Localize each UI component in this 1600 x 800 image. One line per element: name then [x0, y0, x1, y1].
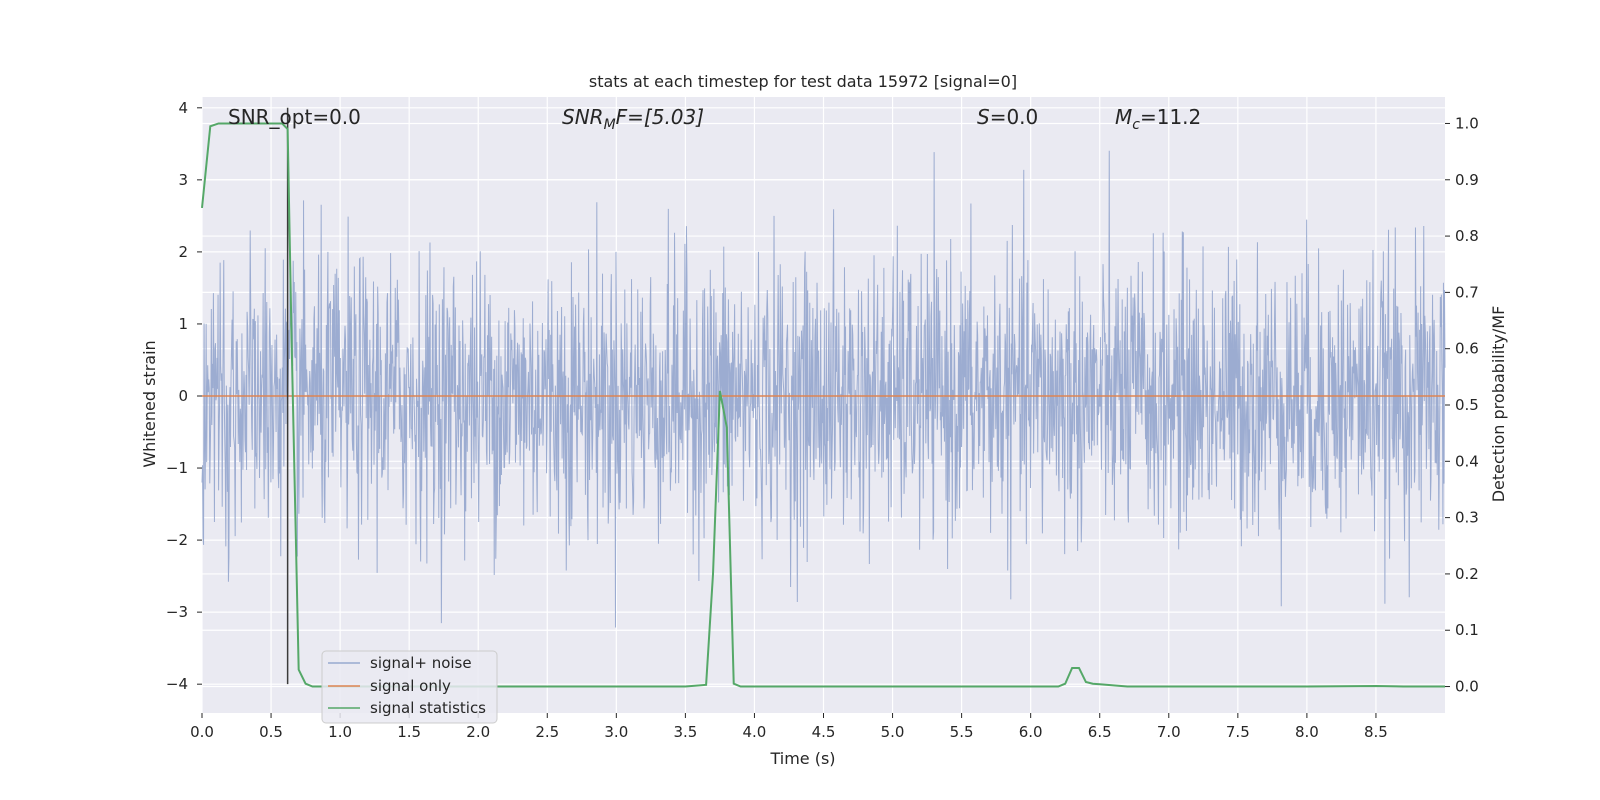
series-signal-noise-line — [201, 150, 1446, 628]
yr-tick-label-4: 0.6 — [1455, 340, 1479, 358]
annotation-mc-sub: c — [1132, 117, 1140, 133]
signal-statistics-group — [201, 122, 1446, 688]
legend-label-signal-noise: signal+ noise — [370, 654, 472, 672]
noise-trace-group — [201, 150, 1446, 628]
x-tick-label-9: 4.5 — [812, 723, 836, 741]
annotation-snr-opt: SNR_opt=0.0 — [228, 105, 361, 129]
annotation-snr-mf-sub: M — [604, 117, 616, 133]
yl-tick-label-7: −3 — [166, 603, 188, 621]
yl-tick-label-2: 2 — [178, 243, 188, 261]
chart-title: stats at each timestep for test data 159… — [589, 72, 1017, 91]
x-tick-label-2: 1.0 — [328, 723, 352, 741]
annotation-mc: Mc=11.2 — [1115, 105, 1201, 133]
x-tick-label-6: 3.0 — [604, 723, 628, 741]
x-axis-label: Time (s) — [769, 749, 835, 768]
yl-tick-label-5: −1 — [166, 459, 188, 477]
yl-tick-label-6: −2 — [166, 531, 188, 549]
yr-tick-label-3: 0.7 — [1455, 283, 1479, 301]
x-tick-label-13: 6.5 — [1088, 723, 1112, 741]
yr-tick-label-8: 0.2 — [1455, 565, 1479, 583]
x-tick-label-1: 0.5 — [259, 723, 283, 741]
x-tick-label-12: 6.0 — [1019, 723, 1043, 741]
yr-tick-label-6: 0.4 — [1455, 452, 1479, 470]
y-right-axis-label: Detection probability/MF — [1489, 306, 1508, 503]
annotation-snr-mf-main: SNR — [562, 105, 604, 129]
yl-tick-label-1: 3 — [178, 171, 188, 189]
x-axis-ticks: 0.0 0.5 1.0 1.5 2.0 2.5 3.0 3.5 4.0 4.5 5.0 5.5 6.0 6… — [190, 713, 1388, 741]
yr-tick-label-9: 0.1 — [1455, 621, 1479, 639]
x-tick-label-3: 1.5 — [397, 723, 421, 741]
annotation-s: S=0.0 — [977, 105, 1038, 129]
legend-frame — [321, 650, 498, 724]
yr-tick-label-10: 0.0 — [1455, 678, 1479, 696]
x-tick-label-16: 8.0 — [1295, 723, 1319, 741]
legend-label-signal-only: signal only — [370, 677, 451, 695]
x-tick-label-17: 8.5 — [1364, 723, 1388, 741]
x-tick-label-14: 7.0 — [1157, 723, 1181, 741]
yl-tick-label-8: −4 — [166, 675, 188, 693]
yr-tick-label-7: 0.3 — [1455, 509, 1479, 527]
yr-tick-label-2: 0.8 — [1455, 227, 1479, 245]
yl-tick-label-0: 4 — [178, 99, 188, 117]
y-left-axis-label: Whitened strain — [140, 340, 159, 467]
legend-label-signal-statistics: signal statistics — [370, 699, 486, 717]
x-tick-label-7: 3.5 — [673, 723, 697, 741]
x-tick-label-0: 0.0 — [190, 723, 214, 741]
yl-tick-label-3: 1 — [178, 315, 188, 333]
x-tick-label-10: 5.0 — [881, 723, 905, 741]
annotation-s-main: S — [977, 105, 990, 129]
annotation-mc-rest: =11.2 — [1140, 105, 1201, 129]
annotation-mc-main: M — [1115, 105, 1132, 129]
x-tick-label-8: 4.0 — [743, 723, 767, 741]
yr-tick-label-1: 0.9 — [1455, 171, 1479, 189]
x-tick-label-4: 2.0 — [466, 723, 490, 741]
x-tick-label-5: 2.5 — [535, 723, 559, 741]
legend: signal+ noise signal only signal statist… — [321, 650, 498, 724]
yr-tick-label-0: 1.0 — [1455, 114, 1479, 132]
y-right-axis-ticks: 1.0 0.9 0.8 0.7 0.6 0.5 0.4 0.3 0.2 0.1 0.0 — [1445, 114, 1479, 696]
annotation-snr-mf: SNRMF=[5.03] — [562, 105, 704, 133]
yl-tick-label-4: 0 — [178, 387, 188, 405]
x-tick-label-11: 5.5 — [950, 723, 974, 741]
annotation-s-rest: =0.0 — [990, 105, 1039, 129]
x-tick-label-15: 7.5 — [1226, 723, 1250, 741]
y-left-axis-ticks: 4 3 2 1 0 −1 −2 −3 −4 — [166, 99, 202, 693]
yr-tick-label-5: 0.5 — [1455, 396, 1479, 414]
annotation-snr-mf-rest: F=[5.03] — [616, 105, 704, 129]
